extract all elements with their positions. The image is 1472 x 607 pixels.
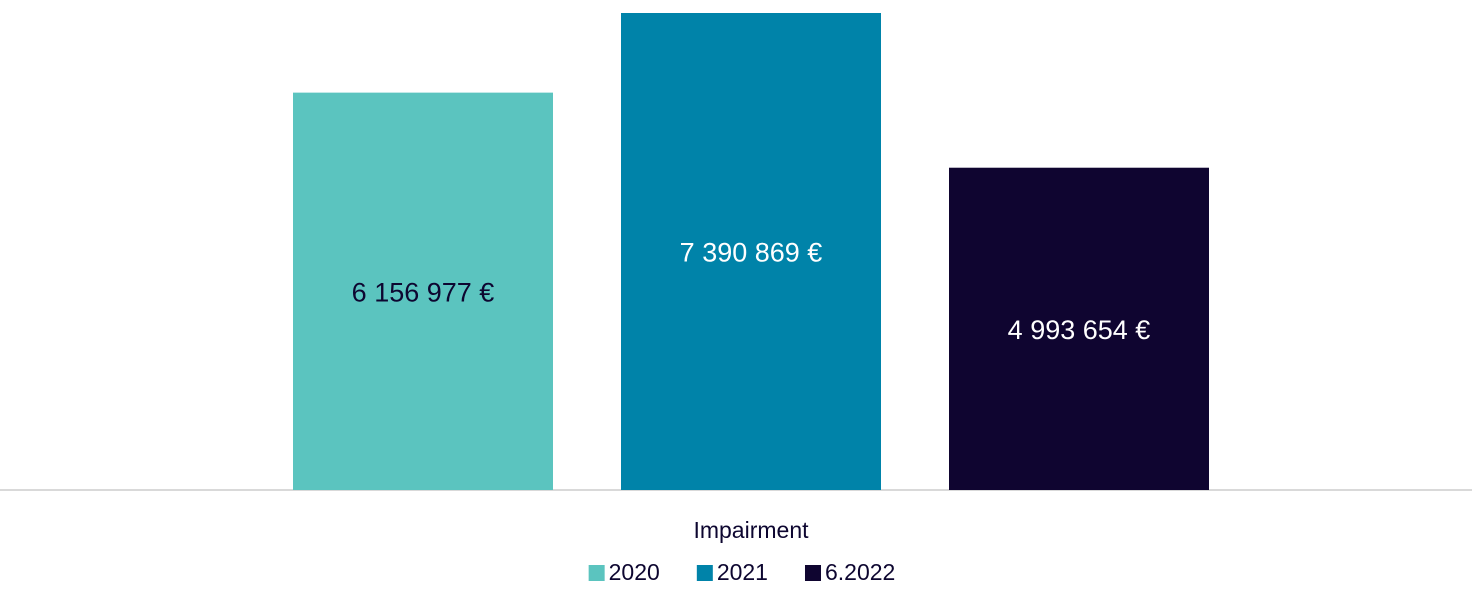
bar — [621, 13, 881, 490]
legend-label: 2020 — [609, 559, 660, 585]
legend-label: 6.2022 — [825, 559, 895, 585]
legend-swatch — [588, 565, 605, 581]
legend-swatch — [804, 565, 821, 581]
bar — [293, 92, 553, 490]
value-label: 7 390 869 € — [680, 238, 823, 268]
legend-swatch — [696, 565, 713, 581]
value-label: 6 156 977 € — [352, 277, 495, 307]
legend-label: 2021 — [717, 559, 768, 585]
value-label: 4 993 654 € — [1008, 315, 1151, 345]
category-label: Impairment — [693, 517, 809, 543]
bar — [949, 167, 1209, 490]
